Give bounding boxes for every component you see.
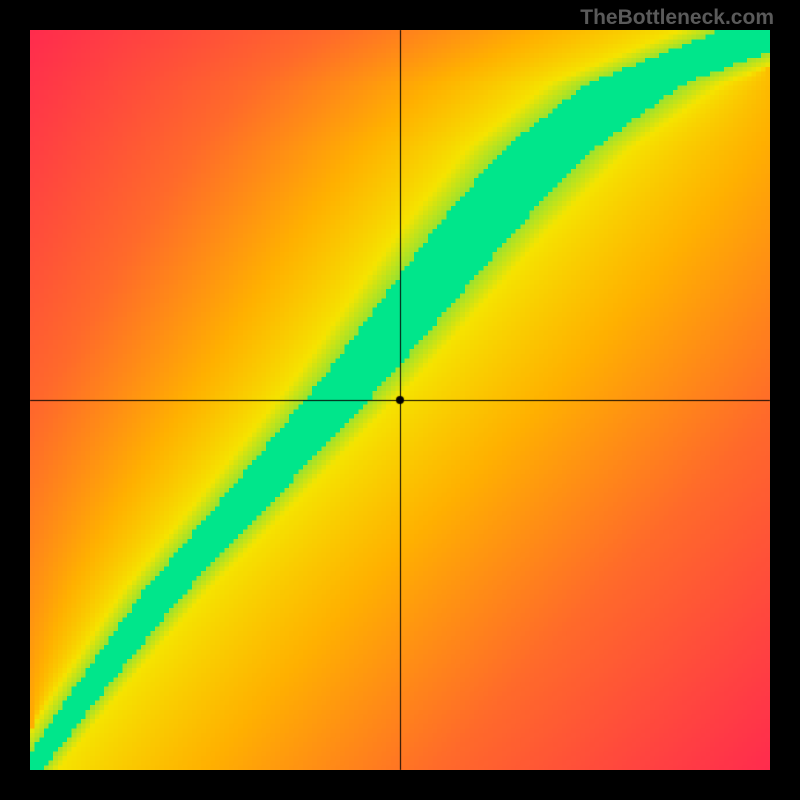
chart-container: TheBottleneck.com bbox=[0, 0, 800, 800]
watermark-text: TheBottleneck.com bbox=[580, 6, 774, 30]
bottleneck-heatmap bbox=[30, 30, 770, 770]
